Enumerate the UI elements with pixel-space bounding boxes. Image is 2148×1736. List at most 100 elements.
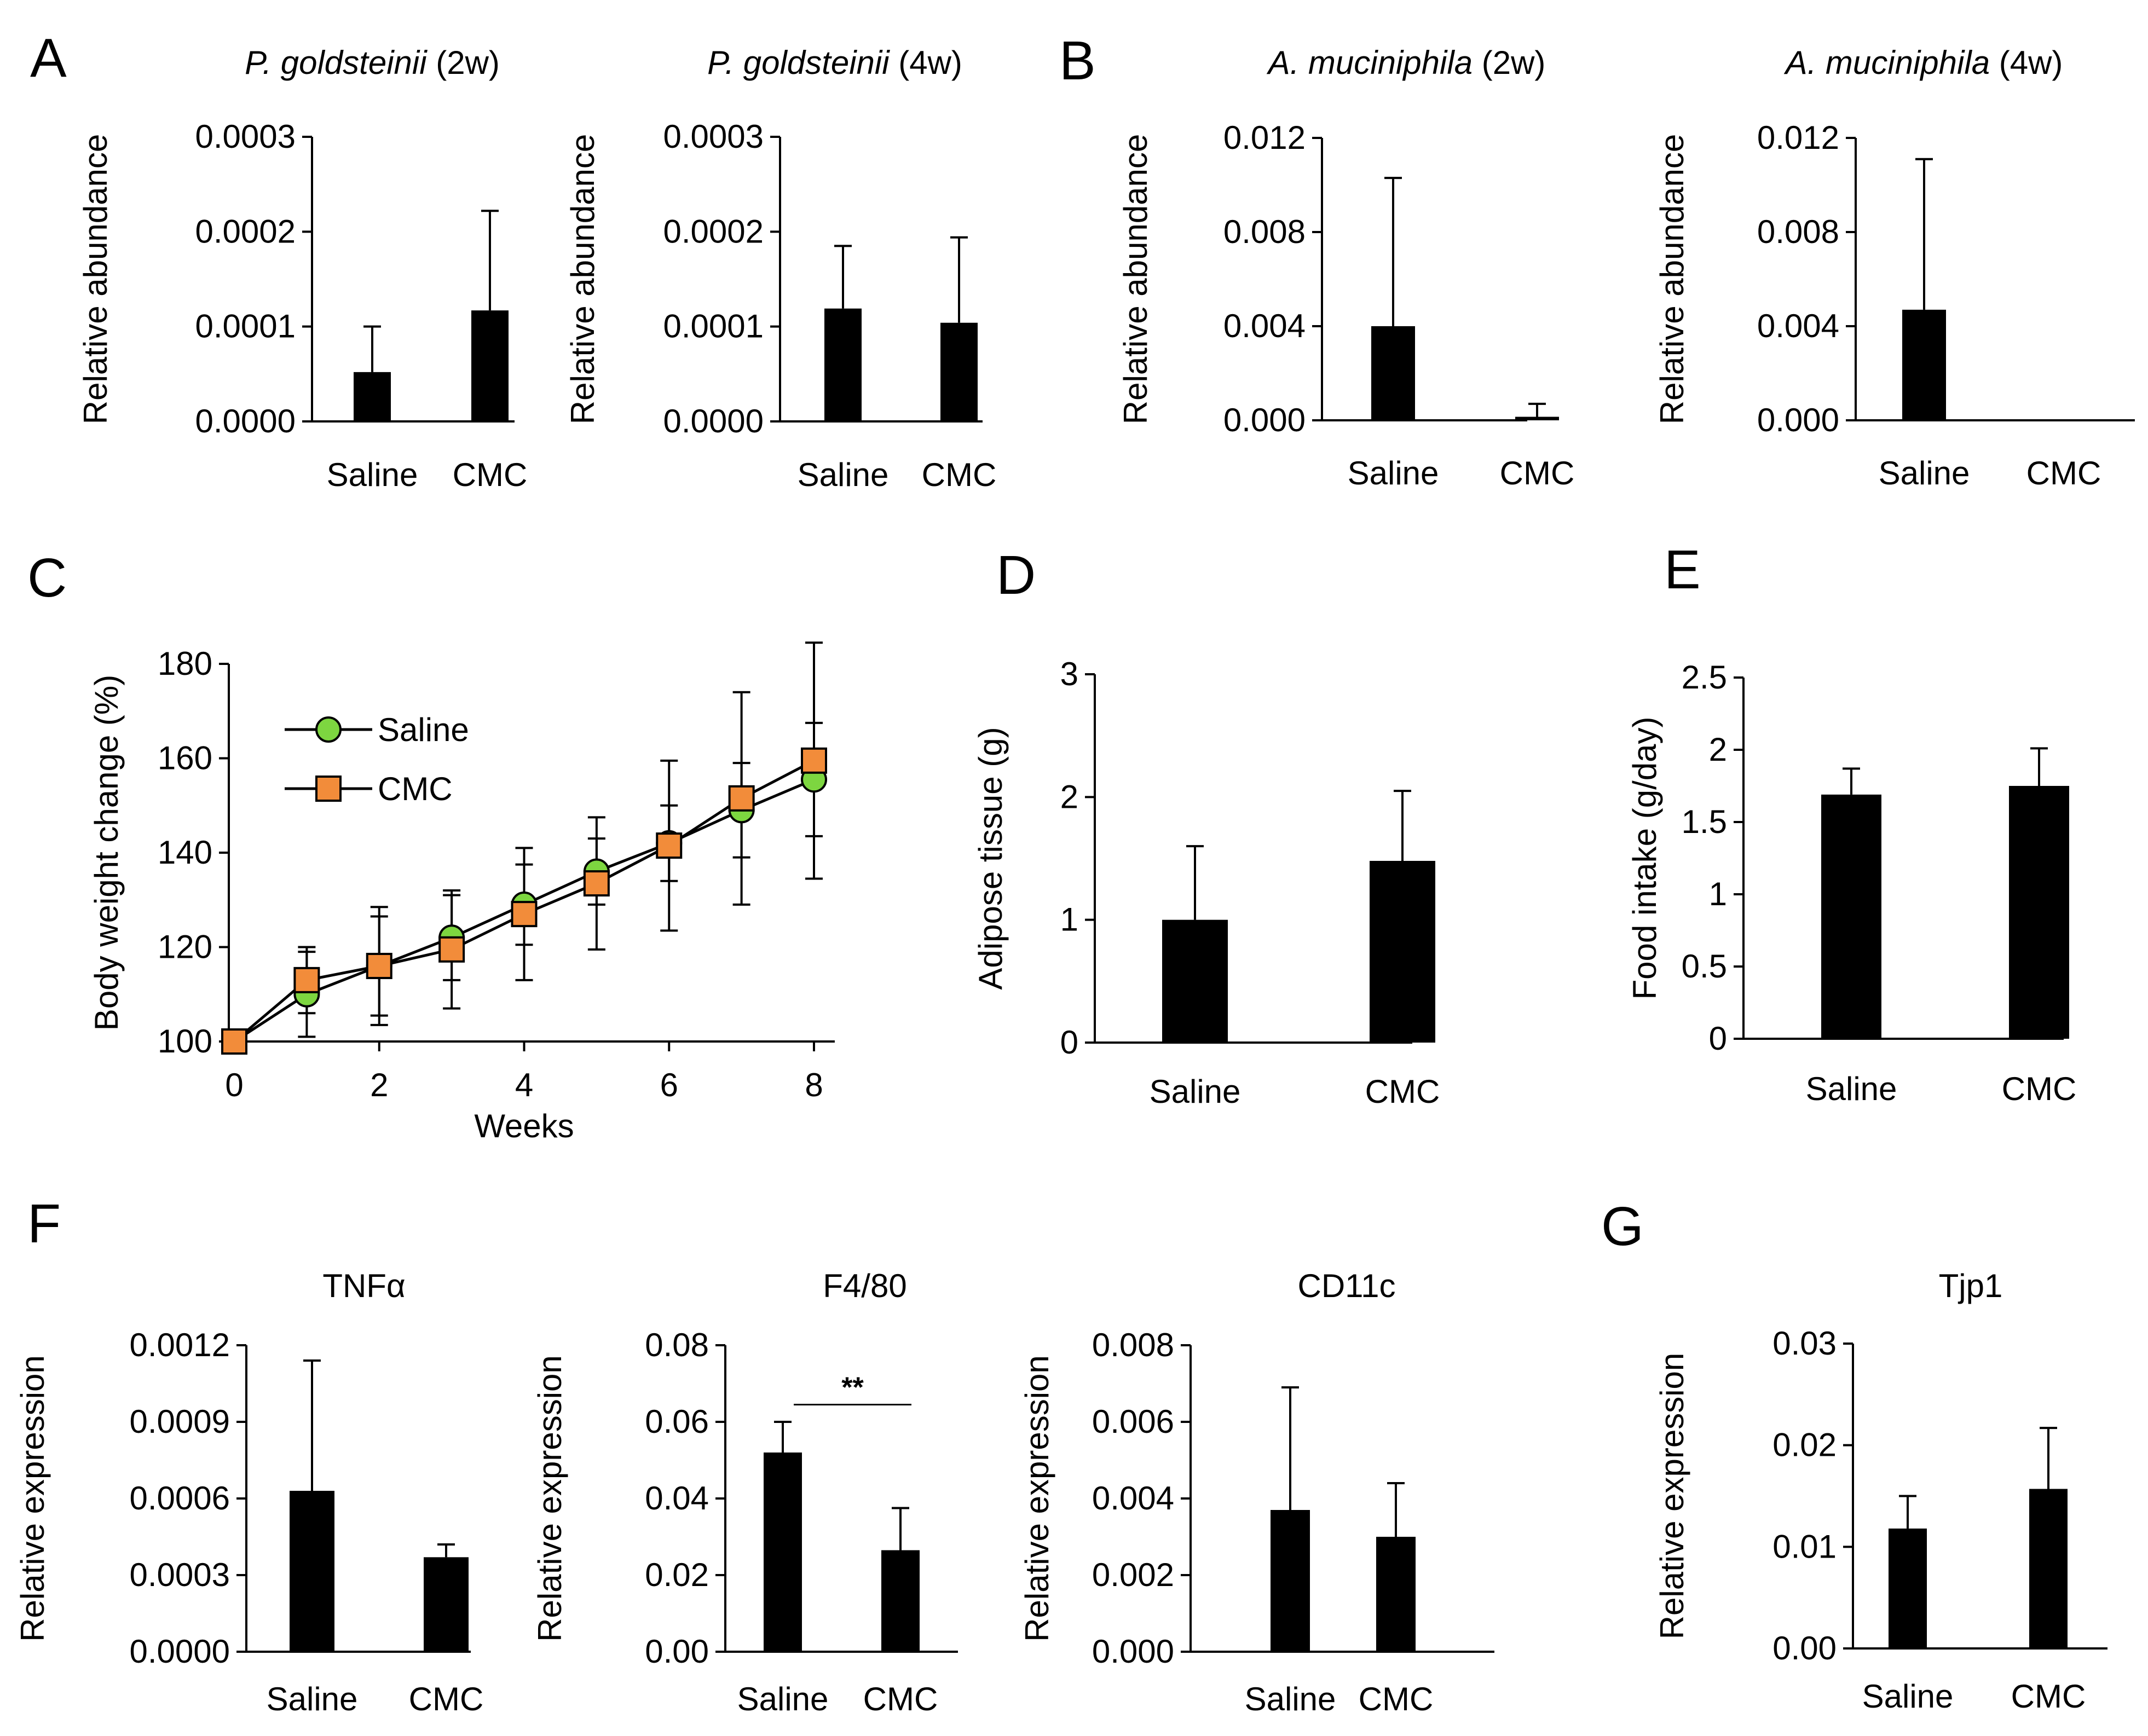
bar-cmc bbox=[424, 1557, 469, 1652]
y-tick-label: 0.008 bbox=[1092, 1327, 1174, 1363]
y-tick-label: 120 bbox=[158, 929, 212, 965]
chart-title-part: P. goldsteinii bbox=[707, 44, 890, 81]
chart-title: F4/80 bbox=[823, 1268, 906, 1304]
chart-panel-c-body-weight: 100 120 140 160 180 0 2 4 6 8 Weeks Body weight cha… bbox=[88, 641, 835, 1144]
category-label-cmc: CMC bbox=[922, 456, 997, 493]
y-tick-label: 1.5 bbox=[1682, 803, 1727, 840]
y-tick-label: 0.00 bbox=[1772, 1630, 1837, 1666]
y-tick-label: 0.004 bbox=[1223, 308, 1306, 344]
panel-letter-f: F bbox=[27, 1193, 61, 1254]
chart-title: P. goldsteinii (2w) bbox=[245, 44, 500, 81]
point-cmc bbox=[366, 953, 392, 979]
bar-saline bbox=[1162, 919, 1228, 1043]
y-tick-label: 0.0001 bbox=[663, 308, 764, 345]
y-tick-label: 0.03 bbox=[1772, 1325, 1837, 1362]
bar-cmc bbox=[2029, 1489, 2068, 1648]
chart-title-part: (4w) bbox=[890, 44, 962, 81]
chart-panel-a-4w: P. goldsteinii (4w) Relative abundance 0.0… bbox=[564, 44, 996, 493]
y-tick-label: 0.0006 bbox=[129, 1480, 230, 1517]
y-tick-label: 0.008 bbox=[1757, 213, 1839, 250]
y-tick-label: 1 bbox=[1060, 901, 1078, 938]
y-tick-label: 180 bbox=[158, 645, 212, 682]
bar-cmc bbox=[940, 322, 978, 421]
y-tick-label: 0.0001 bbox=[195, 308, 296, 345]
bar-cmc bbox=[1370, 860, 1435, 1043]
y-tick-label: 0.02 bbox=[1772, 1427, 1837, 1463]
significance-label: ** bbox=[841, 1372, 864, 1404]
y-tick-label: 0.0012 bbox=[129, 1327, 230, 1363]
bar-cmc bbox=[2009, 786, 2069, 1039]
chart-panel-f-f480: F4/80 Relative expression 0.00 0.02 0.04 0.06… bbox=[532, 1268, 958, 1717]
panel-letter-a: A bbox=[30, 27, 67, 89]
y-tick-label: 0.000 bbox=[1757, 402, 1839, 438]
y-tick-label: 2 bbox=[1709, 731, 1727, 768]
chart-title-part: (4w) bbox=[1990, 44, 2063, 81]
y-tick-label: 2 bbox=[1060, 778, 1078, 815]
chart-title-part: CD11c bbox=[1298, 1268, 1396, 1304]
y-tick-label: 0.0009 bbox=[129, 1403, 230, 1440]
category-label-cmc: CMC bbox=[2011, 1678, 2086, 1715]
chart-title-part: TNFα bbox=[322, 1268, 405, 1304]
point-cmc bbox=[656, 832, 683, 859]
bar-cmc bbox=[471, 310, 509, 421]
category-label-saline: Saline bbox=[1862, 1678, 1954, 1715]
panel-letter-e: E bbox=[1664, 539, 1701, 600]
y-axis-label: Food intake (g/day) bbox=[1626, 717, 1663, 1000]
category-label-saline: Saline bbox=[1806, 1070, 1897, 1107]
chart-panel-e-food-intake: Food intake (g/day) 0 0.5 1 1.5 2 2.5 Saline CMC bbox=[1626, 659, 2076, 1107]
bar-saline bbox=[354, 372, 391, 421]
chart-title-part: A. muciniphila bbox=[1784, 44, 1990, 81]
y-tick-label: 0.000 bbox=[1223, 402, 1306, 438]
chart-title: P. goldsteinii (4w) bbox=[707, 44, 962, 81]
chart-title: Tjp1 bbox=[1939, 1268, 2003, 1304]
category-label-cmc: CMC bbox=[453, 456, 528, 493]
panel-letter-c: C bbox=[27, 547, 67, 609]
y-tick-label: 0 bbox=[1060, 1024, 1078, 1061]
y-tick-label: 0.0000 bbox=[195, 403, 296, 439]
y-axis-label: Relative abundance bbox=[1117, 134, 1154, 424]
chart-panel-b-2w: A. muciniphila (2w) Relative abundance 0.0… bbox=[1117, 44, 1574, 491]
legend-marker-saline bbox=[315, 716, 342, 743]
point-cmc bbox=[583, 870, 610, 897]
y-tick-label: 0.008 bbox=[1223, 213, 1306, 250]
y-tick-label: 0.0002 bbox=[195, 213, 296, 250]
y-tick-label: 0.08 bbox=[645, 1327, 709, 1363]
y-axis-label: Body weight change (%) bbox=[88, 675, 125, 1031]
x-tick-label: 0 bbox=[225, 1067, 243, 1103]
point-cmc bbox=[221, 1028, 247, 1055]
chart-title: CD11c bbox=[1298, 1268, 1396, 1304]
y-axis-label: Adipose tissue (g) bbox=[972, 727, 1009, 989]
y-axis-label: Relative expression bbox=[1019, 1355, 1055, 1642]
x-tick-label: 8 bbox=[805, 1067, 823, 1103]
chart-panel-a-2w: P. goldsteinii (2w) Relative abundance 0.0… bbox=[77, 44, 527, 493]
chart-title: TNFα bbox=[322, 1268, 405, 1304]
y-tick-label: 0.004 bbox=[1757, 308, 1839, 344]
panel-letter-b: B bbox=[1059, 30, 1096, 91]
legend-label-saline: Saline bbox=[378, 711, 469, 748]
x-axis-label: Weeks bbox=[474, 1108, 574, 1144]
y-axis-label: Relative expression bbox=[1654, 1353, 1690, 1640]
legend-label-cmc: CMC bbox=[378, 771, 453, 807]
y-tick-label: 0.0000 bbox=[663, 403, 764, 439]
y-tick-label: 0.06 bbox=[645, 1403, 709, 1440]
y-tick-label: 0.0003 bbox=[129, 1556, 230, 1593]
bar-saline bbox=[1889, 1528, 1927, 1648]
bar-saline bbox=[1821, 794, 1881, 1039]
chart-panel-b-4w: A. muciniphila (4w) Relative abundance 0.0… bbox=[1654, 44, 2135, 491]
panel-letter-g: G bbox=[1601, 1196, 1644, 1257]
category-label-saline: Saline bbox=[737, 1681, 829, 1717]
bar-saline bbox=[824, 308, 862, 421]
point-cmc bbox=[511, 901, 538, 928]
y-tick-label: 0.0003 bbox=[663, 118, 764, 155]
category-label-cmc: CMC bbox=[1359, 1681, 1434, 1717]
chart-title-part: A. muciniphila bbox=[1267, 44, 1473, 81]
y-tick-label: 0.000 bbox=[1092, 1633, 1174, 1670]
y-axis-label: Relative expression bbox=[14, 1355, 51, 1642]
x-tick-label: 2 bbox=[370, 1067, 388, 1103]
y-axis-label: Relative abundance bbox=[564, 134, 601, 424]
category-label-saline: Saline bbox=[267, 1681, 358, 1717]
y-tick-label: 0.5 bbox=[1682, 948, 1727, 985]
y-tick-label: 160 bbox=[158, 740, 212, 777]
y-tick-label: 0 bbox=[1709, 1020, 1727, 1057]
point-cmc bbox=[728, 785, 755, 812]
